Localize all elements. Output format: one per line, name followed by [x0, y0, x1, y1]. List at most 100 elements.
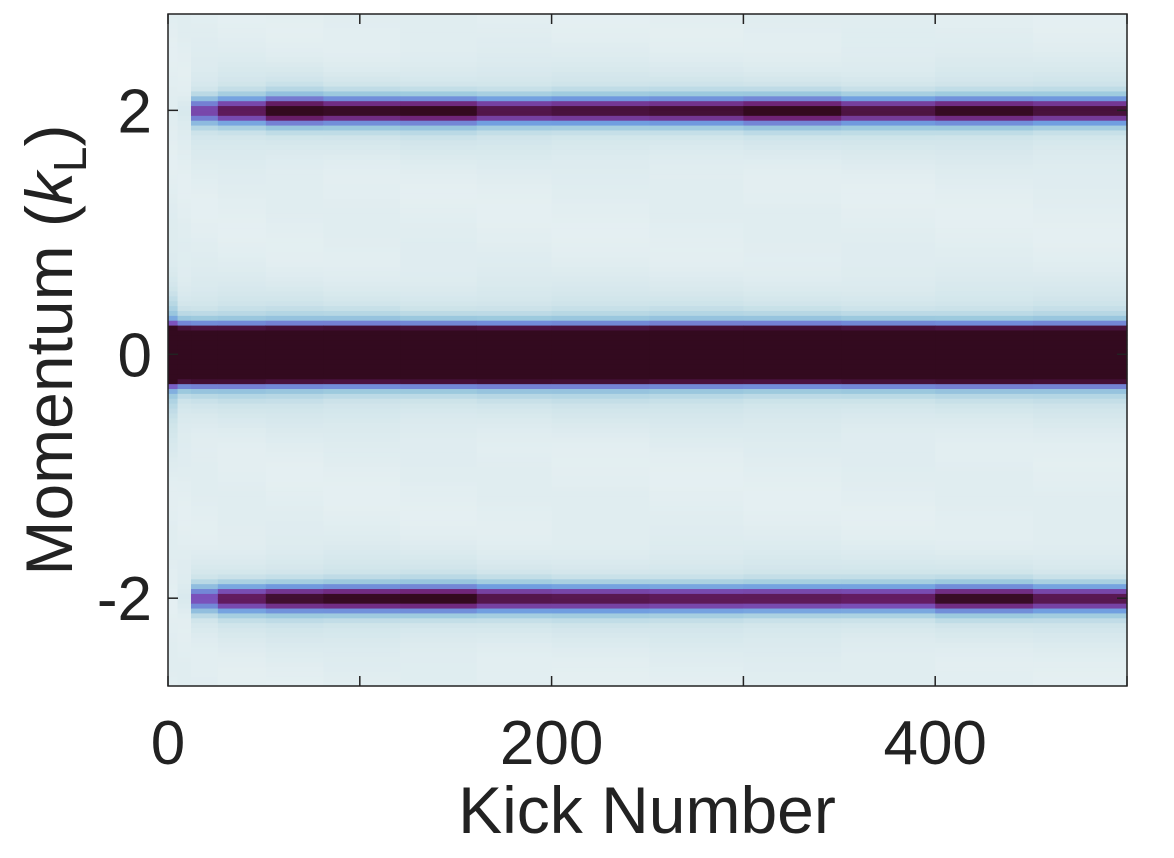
heatmap-cell	[265, 164, 324, 170]
heatmap-cell	[323, 71, 401, 77]
heatmap-cell	[323, 681, 401, 687]
heatmap-cell	[168, 568, 179, 575]
heatmap-cell	[743, 154, 842, 160]
heatmap-cell	[265, 246, 324, 253]
heatmap-cell	[323, 471, 401, 477]
heatmap-cell	[265, 607, 324, 614]
heatmap-cell	[177, 359, 192, 365]
heatmap-cell	[1033, 227, 1128, 233]
heatmap-cell	[841, 193, 936, 199]
heatmap-cell	[323, 85, 401, 92]
heatmap-cell	[177, 207, 192, 214]
heatmap-cell	[400, 66, 478, 72]
heatmap-cell	[476, 227, 553, 233]
heatmap-cell	[168, 76, 179, 82]
heatmap-cell	[400, 154, 478, 160]
heatmap-cell	[476, 529, 553, 536]
heatmap-cell	[743, 237, 842, 243]
heatmap-cell	[841, 617, 936, 624]
heatmap-cell	[935, 203, 1034, 209]
heatmap-cell	[191, 129, 219, 136]
heatmap-cell	[265, 661, 324, 668]
heatmap-cell	[649, 656, 744, 663]
heatmap-cell	[1033, 373, 1128, 380]
heatmap-cell	[1033, 481, 1128, 487]
heatmap-cell	[476, 232, 553, 238]
heatmap-cell	[649, 627, 744, 633]
heatmap-cell	[1033, 81, 1128, 87]
heatmap-cell	[168, 51, 179, 58]
heatmap-cell	[265, 485, 324, 492]
heatmap-cell	[400, 588, 478, 594]
heatmap-cell	[323, 656, 401, 663]
heatmap-cell	[191, 217, 219, 224]
heatmap-cell	[551, 417, 651, 424]
heatmap-cell	[476, 612, 553, 619]
heatmap-cell	[168, 17, 179, 24]
heatmap-cell	[476, 154, 553, 160]
heatmap-cell	[265, 334, 324, 341]
heatmap-cell	[217, 578, 267, 585]
heatmap-cell	[935, 637, 1034, 643]
heatmap-cell	[649, 242, 744, 248]
heatmap-cell	[551, 37, 651, 43]
heatmap-cell	[649, 617, 744, 624]
heatmap-cell	[476, 159, 553, 165]
heatmap-cell	[168, 310, 179, 316]
heatmap-cell	[168, 412, 179, 419]
heatmap-cell	[743, 168, 842, 175]
heatmap-cell	[743, 651, 842, 658]
heatmap-cell	[1033, 490, 1128, 497]
heatmap-cell	[323, 159, 401, 165]
heatmap-cell	[168, 22, 179, 29]
heatmap-cell	[217, 500, 267, 507]
heatmap-cell	[841, 442, 936, 448]
heatmap-cell	[168, 334, 179, 341]
heatmap-cell	[1033, 90, 1128, 97]
heatmap-cell	[168, 266, 179, 272]
heatmap-cell	[841, 510, 936, 516]
heatmap-cell	[400, 578, 478, 585]
heatmap-cell	[323, 320, 401, 326]
heatmap-cell	[191, 320, 219, 326]
heatmap-cell	[191, 632, 219, 638]
heatmap-cell	[476, 520, 553, 526]
heatmap-cell	[400, 539, 478, 546]
heatmap-cell	[551, 407, 651, 414]
heatmap-cell	[1033, 134, 1128, 141]
heatmap-cell	[476, 90, 553, 97]
heatmap-cell	[323, 632, 401, 638]
heatmap-cell	[265, 22, 324, 29]
heatmap-cell	[168, 607, 179, 614]
heatmap-cell	[649, 95, 744, 102]
heatmap-cell	[177, 681, 192, 687]
heatmap-cell	[323, 32, 401, 38]
heatmap-cell	[168, 129, 179, 136]
heatmap-cell	[168, 515, 179, 521]
heatmap-cell	[323, 451, 401, 458]
heatmap-cell	[177, 554, 192, 560]
heatmap-cell	[217, 37, 267, 43]
heatmap-cell	[935, 320, 1034, 326]
heatmap-cell	[217, 266, 267, 272]
heatmap-cell	[743, 407, 842, 414]
heatmap-cell	[551, 364, 651, 370]
heatmap-cell	[400, 666, 478, 672]
heatmap-cell	[1033, 66, 1128, 72]
heatmap-cell	[935, 564, 1034, 570]
heatmap-cell	[323, 285, 401, 292]
heatmap-cell	[649, 373, 744, 380]
heatmap-cell	[323, 539, 401, 546]
heatmap-cell	[743, 676, 842, 682]
heatmap-cell	[649, 378, 744, 385]
heatmap-cell	[649, 495, 744, 502]
heatmap-cell	[743, 305, 842, 311]
heatmap-cell	[649, 295, 744, 302]
heatmap-cell	[168, 520, 179, 526]
heatmap-cell	[168, 398, 179, 404]
heatmap-cell	[400, 203, 478, 209]
heatmap-cell	[400, 56, 478, 63]
heatmap-cell	[168, 315, 179, 321]
heatmap-cell	[191, 100, 219, 107]
heatmap-cell	[191, 324, 219, 331]
